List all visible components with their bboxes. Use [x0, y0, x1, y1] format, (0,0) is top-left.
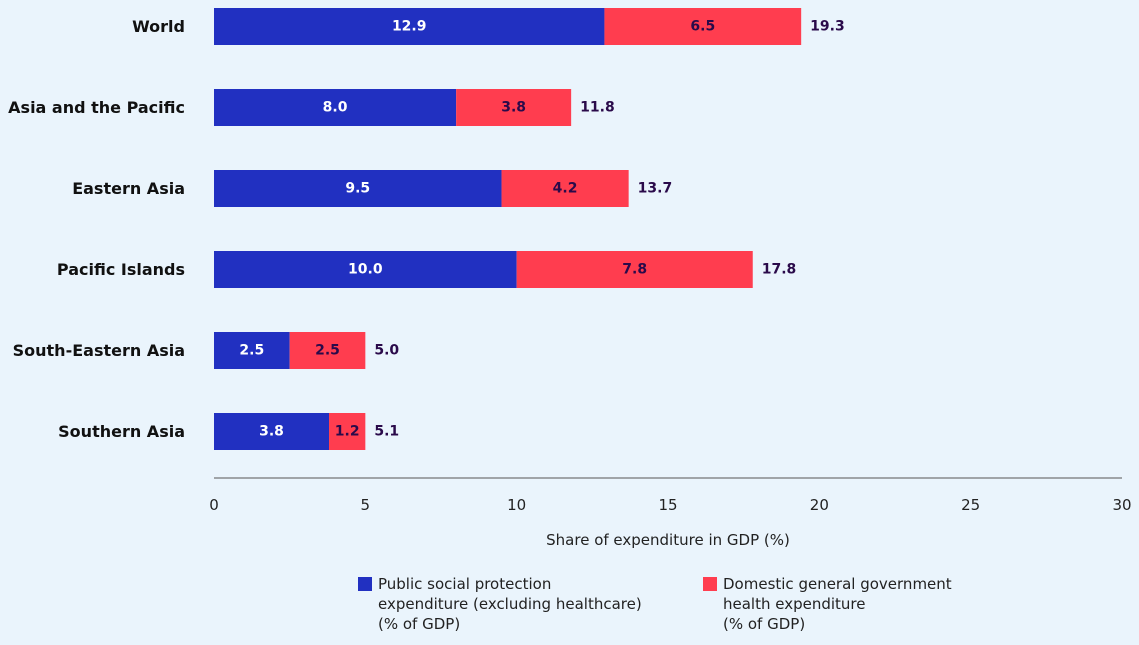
- total-value-label: 5.1: [374, 424, 399, 440]
- segment-value-label: 12.9: [392, 19, 427, 35]
- legend-swatch-social-protection: [358, 577, 372, 591]
- legend-line: Public social protection: [378, 575, 552, 593]
- segment-value-label: 4.2: [553, 181, 578, 197]
- x-tick-label: 15: [658, 496, 677, 514]
- legend-line: health expenditure: [723, 595, 866, 613]
- legend-line: (% of GDP): [378, 615, 461, 633]
- x-axis-title: Share of expenditure in GDP (%): [546, 531, 790, 549]
- x-tick-label: 0: [209, 496, 219, 514]
- legend-label-health: Domestic general government health expen…: [723, 574, 1013, 634]
- segment-value-label: 7.8: [622, 262, 647, 278]
- x-tick-labels: 0 5 10 15 20 25 30: [209, 496, 1131, 514]
- total-value-label: 11.8: [580, 100, 615, 116]
- segment-value-label: 8.0: [323, 100, 348, 116]
- segment-value-label: 3.8: [259, 424, 284, 440]
- bar-segment-social-protection: [214, 332, 290, 369]
- x-tick-label: 10: [507, 496, 526, 514]
- bar-segment-health: [329, 413, 366, 450]
- total-labels: 19.3 11.8 13.7 17.8 5.0 5.1: [374, 19, 844, 440]
- segment-value-label: 1.2: [335, 424, 360, 440]
- category-label: World: [132, 17, 185, 36]
- total-value-label: 17.8: [762, 262, 797, 278]
- bar-segment-social-protection: [214, 413, 330, 450]
- legend-line: expenditure (excluding healthcare): [378, 595, 642, 613]
- bar-segment-health: [501, 170, 629, 207]
- segment-value-label: 6.5: [690, 19, 715, 35]
- bar-segment-health: [604, 8, 802, 45]
- x-tick-label: 30: [1112, 496, 1131, 514]
- category-label: Asia and the Pacific: [8, 98, 185, 117]
- bar-segment-social-protection: [214, 251, 517, 288]
- total-value-label: 5.0: [374, 343, 399, 359]
- total-value-label: 13.7: [638, 181, 673, 197]
- category-label: Southern Asia: [58, 422, 185, 441]
- x-tick-label: 5: [361, 496, 371, 514]
- segment-value-label: 10.0: [348, 262, 383, 278]
- x-tick-label: 25: [961, 496, 980, 514]
- segment-value-label: 3.8: [501, 100, 526, 116]
- x-tick-label: 20: [810, 496, 829, 514]
- bars: [214, 8, 802, 450]
- segment-labels: 12.9 6.5 8.0 3.8 9.5 4.2 10.0 7.8 2.5 2.5 3.8 1.2: [239, 19, 715, 440]
- bar-segment-health: [289, 332, 366, 369]
- category-label: South-Eastern Asia: [13, 341, 185, 360]
- bar-segment-health: [516, 251, 753, 288]
- legend-swatch-health: [703, 577, 717, 591]
- category-label: Eastern Asia: [72, 179, 185, 198]
- bar-segment-social-protection: [214, 170, 502, 207]
- legend-line: Domestic general government: [723, 575, 952, 593]
- bar-segment-social-protection: [214, 89, 457, 126]
- segment-value-label: 2.5: [315, 343, 340, 359]
- category-labels: World Asia and the Pacific Eastern Asia Pac…: [8, 17, 185, 441]
- legend-line: (% of GDP): [723, 615, 806, 633]
- total-value-label: 19.3: [810, 19, 845, 35]
- legend-label-social-protection: Public social protection expenditure (ex…: [378, 574, 668, 634]
- bar-segment-health: [456, 89, 572, 126]
- category-label: Pacific Islands: [57, 260, 185, 279]
- segment-value-label: 2.5: [239, 343, 264, 359]
- bar-segment-social-protection: [214, 8, 605, 45]
- segment-value-label: 9.5: [345, 181, 370, 197]
